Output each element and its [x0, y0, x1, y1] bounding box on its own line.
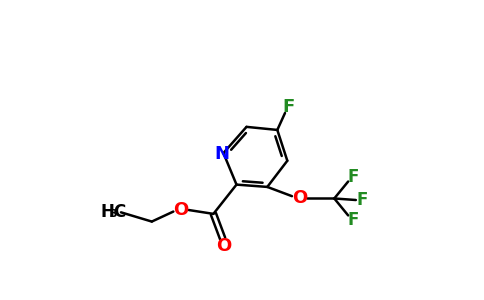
- Text: O: O: [292, 190, 307, 208]
- Text: C: C: [113, 203, 125, 221]
- Text: O: O: [173, 201, 189, 219]
- Text: F: F: [282, 98, 294, 116]
- Text: O: O: [216, 237, 232, 255]
- Text: F: F: [356, 191, 368, 209]
- Text: 3: 3: [109, 209, 117, 219]
- Text: N: N: [214, 145, 229, 163]
- Text: F: F: [348, 211, 359, 229]
- Text: H: H: [100, 203, 114, 221]
- Text: F: F: [348, 168, 359, 186]
